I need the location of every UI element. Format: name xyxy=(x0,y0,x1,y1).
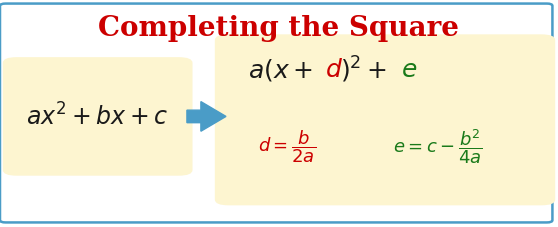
FancyBboxPatch shape xyxy=(215,35,555,205)
FancyBboxPatch shape xyxy=(3,58,193,176)
Text: $d$: $d$ xyxy=(325,57,343,81)
Text: Completing the Square: Completing the Square xyxy=(99,15,459,42)
FancyArrow shape xyxy=(187,102,226,132)
Text: $a(x+$: $a(x+$ xyxy=(248,56,313,82)
Text: $d = \dfrac{b}{2a}$: $d = \dfrac{b}{2a}$ xyxy=(258,128,316,165)
FancyBboxPatch shape xyxy=(0,5,552,222)
Text: $ax^2 + bx + c$: $ax^2 + bx + c$ xyxy=(26,103,169,131)
Text: $e$: $e$ xyxy=(401,57,417,81)
Text: $)^2+$: $)^2+$ xyxy=(340,54,387,84)
Text: $e = c - \dfrac{b^2}{4a}$: $e = c - \dfrac{b^2}{4a}$ xyxy=(393,127,483,166)
